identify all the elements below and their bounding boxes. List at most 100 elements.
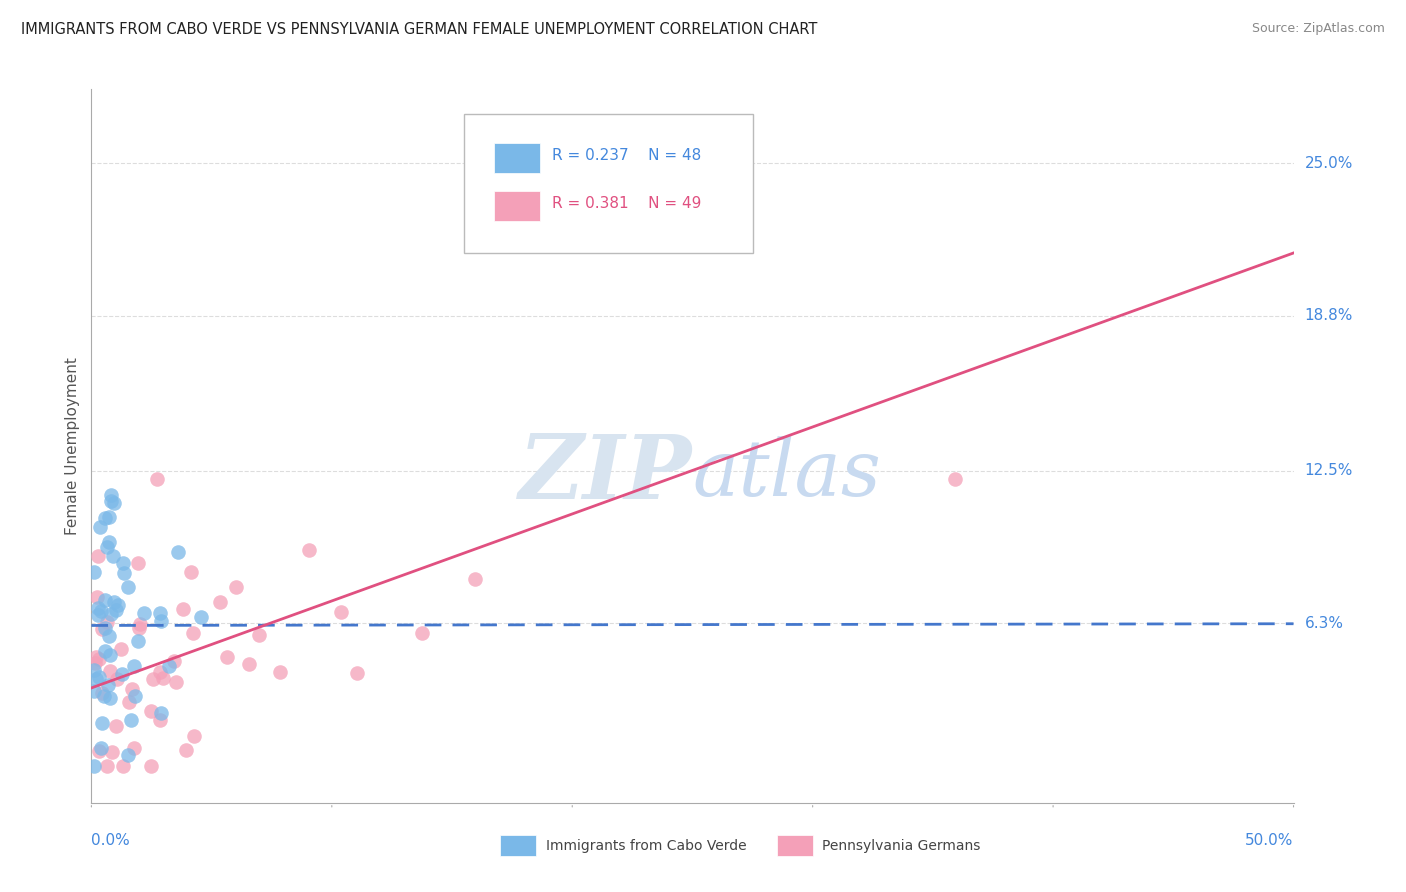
Point: [100, 494, 122, 508]
Y-axis label: Female Unemployment: Female Unemployment: [65, 357, 80, 535]
Point: [83, 684, 105, 698]
Point: [89, 520, 111, 534]
Point: [157, 659, 180, 673]
Point: [97, 510, 120, 524]
Point: [87, 670, 110, 684]
Point: [128, 621, 150, 635]
Bar: [494, 191, 540, 221]
Point: [298, 543, 321, 558]
Point: [122, 659, 145, 673]
Point: [146, 472, 169, 486]
Text: 25.0%: 25.0%: [1305, 155, 1353, 170]
Point: [149, 713, 172, 727]
Point: [269, 665, 291, 679]
Point: [110, 642, 132, 657]
Point: [83, 565, 105, 579]
Point: [183, 626, 205, 640]
Point: [122, 741, 145, 756]
Point: [117, 580, 139, 594]
Point: [111, 759, 134, 773]
Text: 12.5%: 12.5%: [1305, 463, 1353, 478]
Point: [107, 672, 129, 686]
Point: [464, 573, 486, 587]
Point: [238, 657, 260, 672]
Point: [93, 593, 115, 607]
Point: [128, 617, 150, 632]
Point: [142, 672, 165, 686]
Bar: [776, 835, 813, 856]
Point: [127, 634, 149, 648]
Point: [86, 591, 108, 605]
Point: [180, 565, 202, 579]
Point: [97, 678, 120, 692]
Point: [124, 690, 146, 704]
Point: [149, 665, 172, 679]
Point: [98, 648, 121, 662]
Point: [98, 664, 121, 678]
Point: [330, 605, 353, 619]
Point: [132, 607, 155, 621]
Point: [172, 602, 194, 616]
Point: [104, 719, 127, 733]
Point: [247, 628, 270, 642]
Point: [118, 695, 141, 709]
Point: [152, 671, 174, 685]
Text: IMMIGRANTS FROM CABO VERDE VS PENNSYLVANIA GERMAN FEMALE UNEMPLOYMENT CORRELATIO: IMMIGRANTS FROM CABO VERDE VS PENNSYLVAN…: [21, 22, 817, 37]
Point: [100, 488, 122, 502]
Text: Source: ZipAtlas.com: Source: ZipAtlas.com: [1251, 22, 1385, 36]
Point: [101, 549, 124, 564]
Point: [91, 715, 114, 730]
Point: [84, 650, 107, 665]
FancyBboxPatch shape: [464, 114, 752, 253]
Text: R = 0.381    N = 49: R = 0.381 N = 49: [551, 196, 702, 211]
Point: [943, 472, 966, 486]
Point: [103, 496, 125, 510]
Point: [190, 609, 212, 624]
Point: [149, 606, 172, 620]
Point: [107, 598, 129, 612]
Point: [167, 545, 190, 559]
Text: 6.3%: 6.3%: [1305, 615, 1344, 631]
Text: 0.0%: 0.0%: [91, 833, 131, 848]
Point: [103, 595, 125, 609]
Bar: [494, 144, 540, 173]
Point: [83, 759, 105, 773]
Point: [141, 759, 163, 773]
Point: [87, 608, 110, 623]
Point: [183, 729, 205, 743]
Point: [94, 644, 117, 658]
Point: [217, 649, 239, 664]
Point: [163, 654, 186, 668]
Point: [86, 549, 108, 564]
Point: [84, 656, 107, 670]
Point: [98, 690, 121, 705]
Point: [174, 743, 197, 757]
Point: [149, 706, 172, 721]
Point: [112, 557, 135, 571]
Point: [411, 626, 433, 640]
Point: [96, 615, 118, 629]
Point: [93, 690, 115, 704]
Point: [83, 663, 105, 677]
Text: 50.0%: 50.0%: [1246, 833, 1294, 848]
Text: atlas: atlas: [692, 436, 882, 513]
Point: [100, 745, 122, 759]
Point: [87, 744, 110, 758]
Point: [90, 741, 112, 756]
Text: Immigrants from Cabo Verde: Immigrants from Cabo Verde: [546, 838, 747, 853]
Point: [120, 714, 142, 728]
Point: [87, 601, 110, 615]
Point: [90, 605, 112, 619]
Point: [100, 607, 122, 622]
Point: [121, 682, 143, 697]
Point: [730, 230, 752, 244]
Point: [94, 510, 117, 524]
Text: Pennsylvania Germans: Pennsylvania Germans: [823, 838, 980, 853]
Bar: [501, 835, 536, 856]
Point: [98, 628, 121, 642]
Point: [89, 652, 111, 666]
Text: R = 0.237    N = 48: R = 0.237 N = 48: [551, 148, 702, 163]
Point: [84, 672, 107, 686]
Point: [346, 665, 368, 680]
Point: [165, 674, 187, 689]
